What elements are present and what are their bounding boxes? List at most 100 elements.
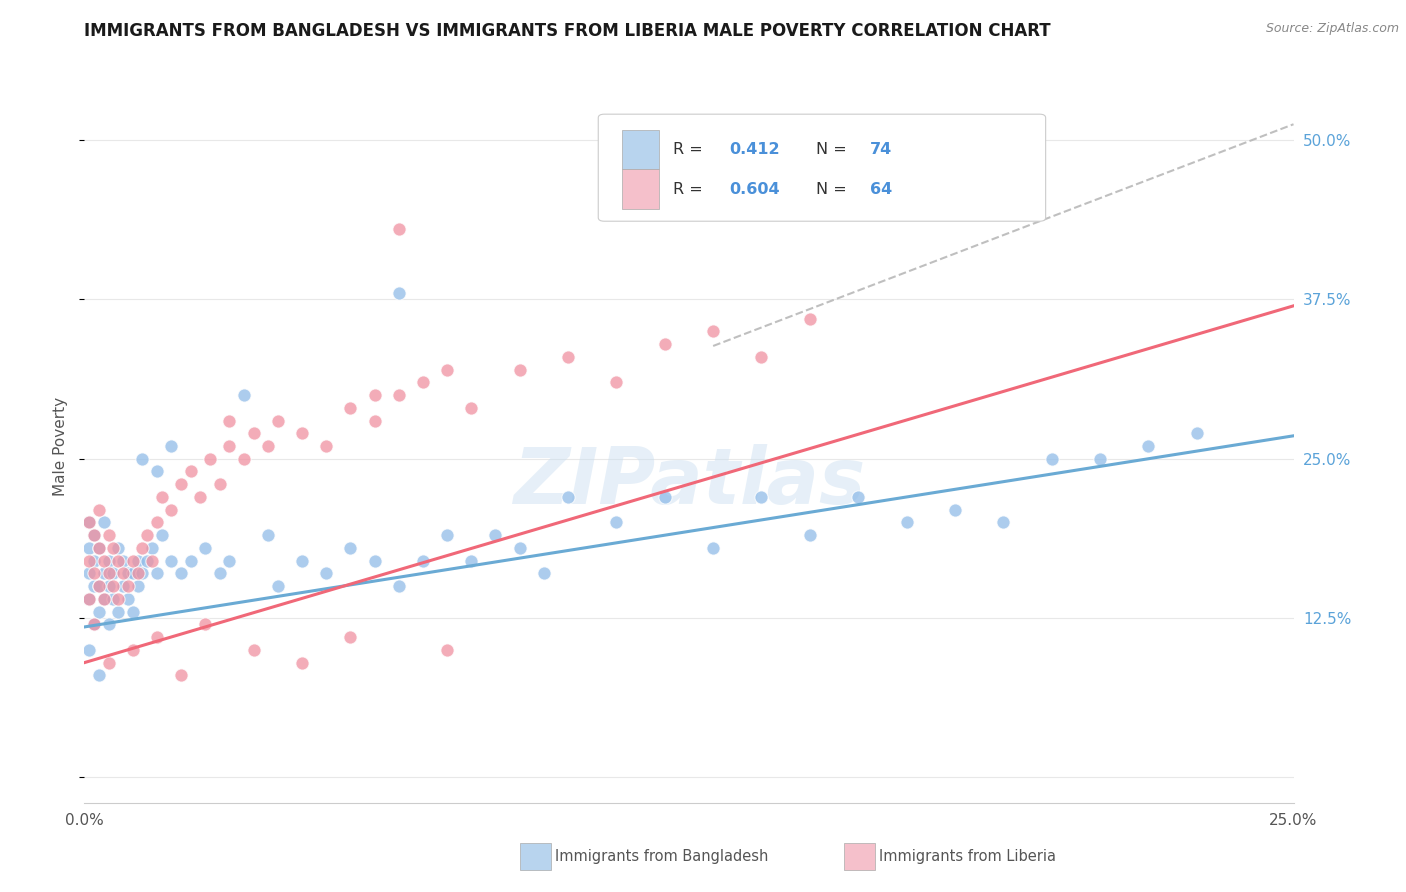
Point bbox=[412, 554, 434, 568]
Point bbox=[799, 528, 821, 542]
Point bbox=[242, 426, 264, 441]
Point bbox=[339, 401, 361, 415]
Point bbox=[533, 566, 555, 581]
Point bbox=[557, 350, 579, 364]
Point bbox=[77, 516, 100, 530]
Point bbox=[484, 528, 506, 542]
Point bbox=[242, 643, 264, 657]
Text: Source: ZipAtlas.com: Source: ZipAtlas.com bbox=[1265, 22, 1399, 36]
Point bbox=[315, 439, 337, 453]
Point bbox=[233, 451, 256, 466]
FancyBboxPatch shape bbox=[599, 114, 1046, 221]
Point bbox=[131, 541, 153, 555]
Point bbox=[77, 554, 100, 568]
Point bbox=[218, 413, 240, 427]
Bar bbox=[623, 130, 659, 169]
Point bbox=[180, 465, 202, 479]
Point bbox=[267, 579, 290, 593]
Point bbox=[557, 490, 579, 504]
Point bbox=[93, 566, 115, 581]
Point bbox=[160, 502, 183, 516]
Point bbox=[127, 554, 149, 568]
Point bbox=[291, 426, 314, 441]
Point bbox=[509, 541, 531, 555]
Point bbox=[194, 617, 217, 632]
Point bbox=[291, 554, 314, 568]
Point bbox=[160, 439, 183, 453]
Point bbox=[136, 554, 159, 568]
Point bbox=[136, 528, 159, 542]
Y-axis label: Male Poverty: Male Poverty bbox=[53, 396, 69, 496]
Point bbox=[1137, 439, 1160, 453]
Text: N =: N = bbox=[815, 182, 852, 196]
Point bbox=[363, 413, 385, 427]
Point bbox=[208, 566, 231, 581]
Point bbox=[194, 541, 217, 555]
Point bbox=[943, 502, 966, 516]
Text: 0.412: 0.412 bbox=[728, 143, 779, 157]
Point bbox=[117, 591, 139, 606]
Point bbox=[170, 477, 193, 491]
Point bbox=[141, 554, 163, 568]
Point bbox=[121, 643, 143, 657]
Point bbox=[218, 439, 240, 453]
Point bbox=[117, 579, 139, 593]
Point bbox=[112, 554, 135, 568]
Point bbox=[77, 591, 100, 606]
Point bbox=[267, 413, 290, 427]
Point bbox=[150, 490, 173, 504]
Point bbox=[97, 579, 120, 593]
Point bbox=[87, 605, 110, 619]
Point bbox=[654, 337, 676, 351]
Text: 0.604: 0.604 bbox=[728, 182, 779, 196]
Point bbox=[436, 362, 458, 376]
Point bbox=[97, 554, 120, 568]
Point bbox=[146, 465, 169, 479]
Point bbox=[93, 516, 115, 530]
Point bbox=[141, 541, 163, 555]
Point bbox=[605, 376, 627, 390]
Point bbox=[509, 362, 531, 376]
Text: N =: N = bbox=[815, 143, 852, 157]
Point bbox=[103, 579, 125, 593]
Point bbox=[170, 566, 193, 581]
Point bbox=[83, 617, 105, 632]
Point bbox=[150, 528, 173, 542]
Point bbox=[87, 579, 110, 593]
Point bbox=[460, 554, 482, 568]
Point bbox=[363, 388, 385, 402]
Point bbox=[146, 630, 169, 644]
Point bbox=[198, 451, 221, 466]
Point bbox=[83, 528, 105, 542]
Bar bbox=[623, 169, 659, 209]
Point bbox=[702, 324, 724, 338]
Point bbox=[605, 516, 627, 530]
Point bbox=[412, 376, 434, 390]
Point bbox=[146, 516, 169, 530]
Point bbox=[93, 591, 115, 606]
Point bbox=[83, 617, 105, 632]
Point bbox=[208, 477, 231, 491]
Point bbox=[1040, 451, 1063, 466]
Point bbox=[218, 554, 240, 568]
Point bbox=[160, 554, 183, 568]
Point bbox=[388, 388, 411, 402]
Point bbox=[103, 541, 125, 555]
Point bbox=[87, 541, 110, 555]
Point bbox=[799, 311, 821, 326]
Point bbox=[107, 605, 129, 619]
Point bbox=[993, 516, 1015, 530]
Point bbox=[93, 554, 115, 568]
Point bbox=[121, 554, 143, 568]
Point bbox=[131, 451, 153, 466]
Point bbox=[190, 490, 212, 504]
Point bbox=[1088, 451, 1111, 466]
Point bbox=[180, 554, 202, 568]
Point bbox=[77, 541, 100, 555]
Point bbox=[1185, 426, 1208, 441]
Text: IMMIGRANTS FROM BANGLADESH VS IMMIGRANTS FROM LIBERIA MALE POVERTY CORRELATION C: IMMIGRANTS FROM BANGLADESH VS IMMIGRANTS… bbox=[84, 22, 1050, 40]
Point bbox=[87, 502, 110, 516]
Text: Immigrants from Liberia: Immigrants from Liberia bbox=[879, 849, 1056, 863]
Point bbox=[751, 350, 773, 364]
Point bbox=[170, 668, 193, 682]
